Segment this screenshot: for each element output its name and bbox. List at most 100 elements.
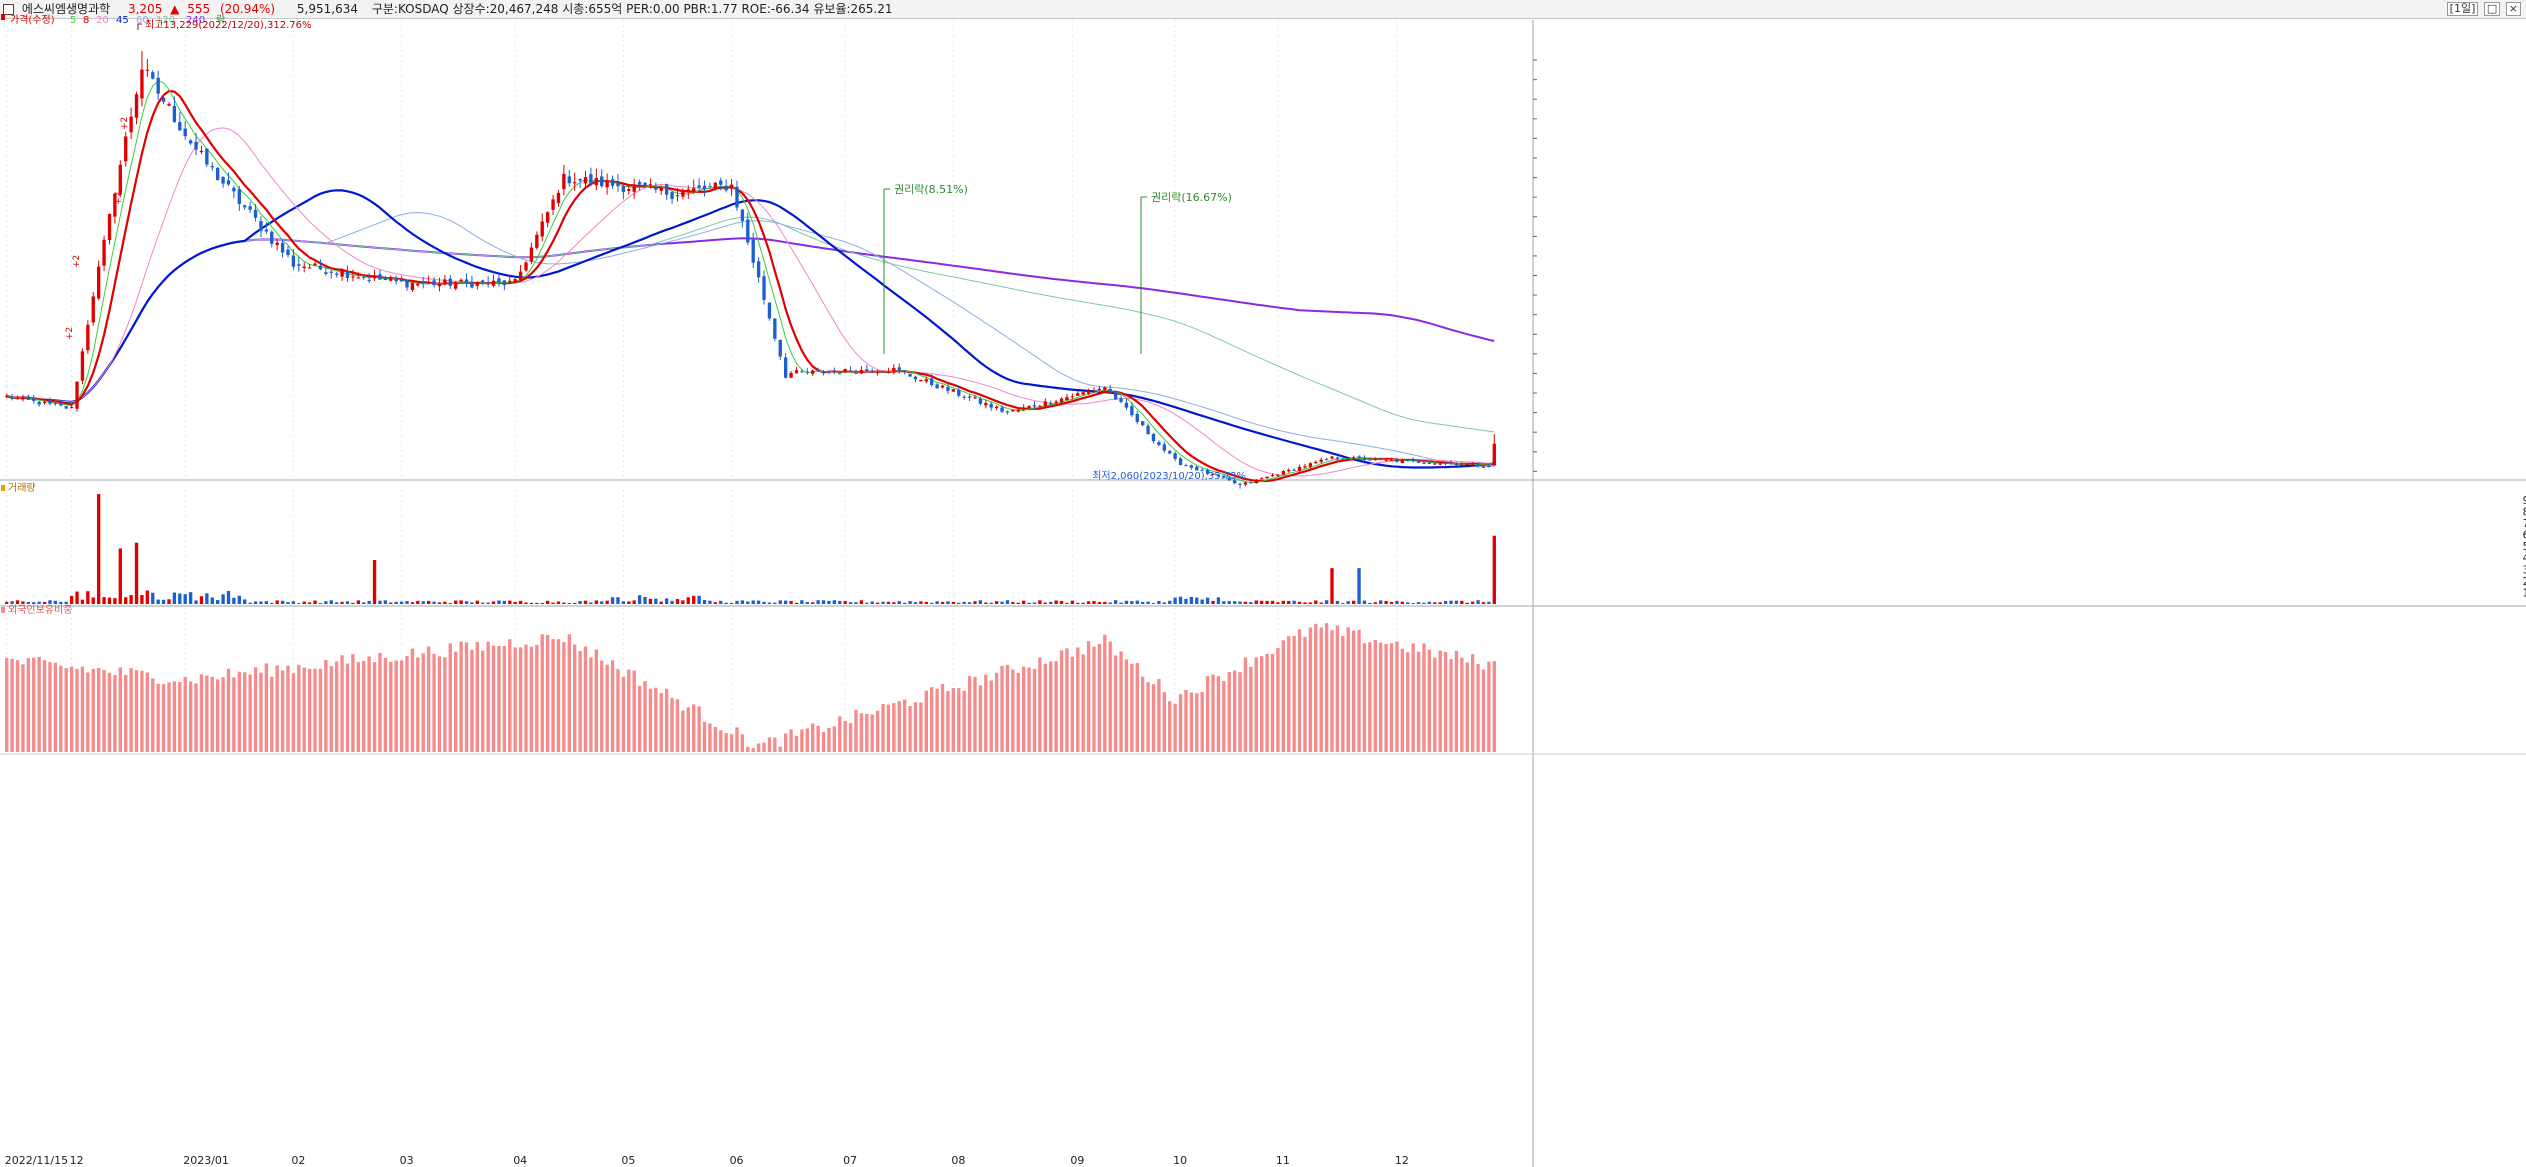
foreign-bar bbox=[573, 644, 577, 752]
volume-bar bbox=[1481, 602, 1486, 604]
volume-bar bbox=[816, 600, 820, 604]
foreign-bar bbox=[778, 746, 782, 752]
axes: 13,00012,50012,00011,50011,00010,50010,0… bbox=[5, 59, 2526, 1167]
volume-bar bbox=[1400, 601, 1405, 604]
volume-bar bbox=[475, 600, 480, 604]
foreign-bar bbox=[540, 634, 544, 752]
stock-name: 에스씨엠생명과학 bbox=[21, 2, 111, 16]
volume-bar bbox=[1151, 603, 1156, 604]
foreign-bar bbox=[502, 646, 507, 752]
candle-body bbox=[1059, 398, 1064, 403]
volume-bar bbox=[118, 548, 122, 604]
up-marker: +2 bbox=[72, 255, 82, 268]
foreign-bar bbox=[854, 709, 858, 752]
volume-bar bbox=[64, 601, 68, 604]
candle-body bbox=[1103, 387, 1107, 391]
volume-bar bbox=[1097, 601, 1102, 604]
close-button[interactable]: × bbox=[2505, 2, 2521, 16]
candle-body bbox=[1038, 405, 1042, 407]
candle-body bbox=[670, 192, 674, 200]
volume-bar bbox=[172, 592, 177, 604]
foreign-bar bbox=[345, 663, 350, 752]
candle-body bbox=[1168, 451, 1172, 454]
foreign-bar bbox=[1103, 634, 1107, 752]
foreign-bar bbox=[1443, 651, 1448, 752]
volume-bar bbox=[697, 595, 701, 604]
foreign-bar bbox=[378, 652, 382, 752]
legend-marker bbox=[1, 14, 5, 20]
foreign-bar bbox=[1341, 635, 1345, 752]
volume-bar bbox=[1384, 600, 1388, 604]
candle-body bbox=[724, 185, 728, 191]
candle-body bbox=[583, 177, 588, 184]
candle-body bbox=[1016, 409, 1020, 412]
volume-bar bbox=[1124, 600, 1129, 604]
candle-body bbox=[237, 189, 241, 204]
volume-bar bbox=[161, 599, 166, 604]
volume-bar bbox=[978, 600, 983, 604]
volume-bar bbox=[919, 601, 923, 604]
volume-bar bbox=[1287, 600, 1291, 604]
candle-body bbox=[751, 239, 755, 263]
volume-bar bbox=[307, 602, 312, 604]
volume-bar bbox=[1465, 602, 1469, 604]
candle-body bbox=[551, 199, 555, 210]
foreign-bar bbox=[1211, 674, 1215, 752]
candle-body bbox=[416, 283, 420, 286]
volume-bar bbox=[1205, 597, 1210, 604]
volume-bar bbox=[280, 600, 285, 604]
volume-bar bbox=[124, 597, 128, 604]
candle-body bbox=[1254, 479, 1258, 484]
candle-body bbox=[697, 185, 701, 188]
foreign-bar bbox=[1487, 661, 1491, 752]
foreign-bar bbox=[783, 733, 788, 752]
volume-bar bbox=[1184, 598, 1188, 604]
candle-body bbox=[1249, 482, 1253, 484]
foreign-bar bbox=[675, 699, 680, 752]
event-label: 권리락(16.67%) bbox=[1151, 191, 1232, 204]
foreign-bar bbox=[1297, 629, 1302, 752]
foreign-bar bbox=[1400, 648, 1405, 752]
foreign-bar bbox=[232, 677, 236, 752]
volume-bar bbox=[951, 601, 956, 604]
candle-body bbox=[443, 279, 447, 285]
foreign-bar bbox=[1319, 627, 1323, 752]
foreign-bar bbox=[188, 681, 193, 752]
candle-body bbox=[692, 188, 696, 193]
volume-bar bbox=[1157, 600, 1161, 604]
volume-tick-label: 800,000 bbox=[2523, 506, 2526, 518]
foreign-bar bbox=[800, 729, 804, 752]
candle-body bbox=[540, 221, 544, 237]
foreign-bar bbox=[1108, 641, 1112, 752]
candle-body bbox=[573, 182, 577, 184]
candle-body bbox=[199, 150, 204, 153]
foreign-bar bbox=[280, 670, 285, 752]
foreign-bar bbox=[497, 645, 501, 752]
volume-bar bbox=[372, 560, 377, 604]
candle-body bbox=[226, 180, 231, 185]
candle-body bbox=[1086, 391, 1091, 394]
candle-body bbox=[648, 184, 653, 186]
maximize-button[interactable]: □ bbox=[2483, 2, 2501, 16]
foreign-bar bbox=[1492, 661, 1496, 752]
foreign-bar bbox=[351, 654, 355, 752]
foreign-bar bbox=[632, 670, 636, 752]
period-button[interactable]: [1일] bbox=[2446, 2, 2479, 16]
volume-bar bbox=[1373, 602, 1377, 604]
volume-bar bbox=[416, 600, 420, 604]
foreign-bar bbox=[1270, 654, 1275, 752]
candle-body bbox=[113, 193, 117, 217]
volume-bar bbox=[935, 601, 939, 604]
volume-bar bbox=[1406, 602, 1410, 604]
candle-body bbox=[124, 136, 128, 162]
window-menu-icon[interactable] bbox=[3, 4, 14, 15]
foreign-bar bbox=[773, 737, 777, 752]
candle-body bbox=[502, 280, 507, 286]
candle-body bbox=[1032, 405, 1037, 407]
volume-bar bbox=[870, 601, 874, 604]
legend-label: 60 bbox=[136, 15, 149, 26]
volume-bar bbox=[794, 602, 799, 604]
volume-bar bbox=[491, 601, 496, 604]
volume-bar bbox=[1260, 600, 1264, 604]
